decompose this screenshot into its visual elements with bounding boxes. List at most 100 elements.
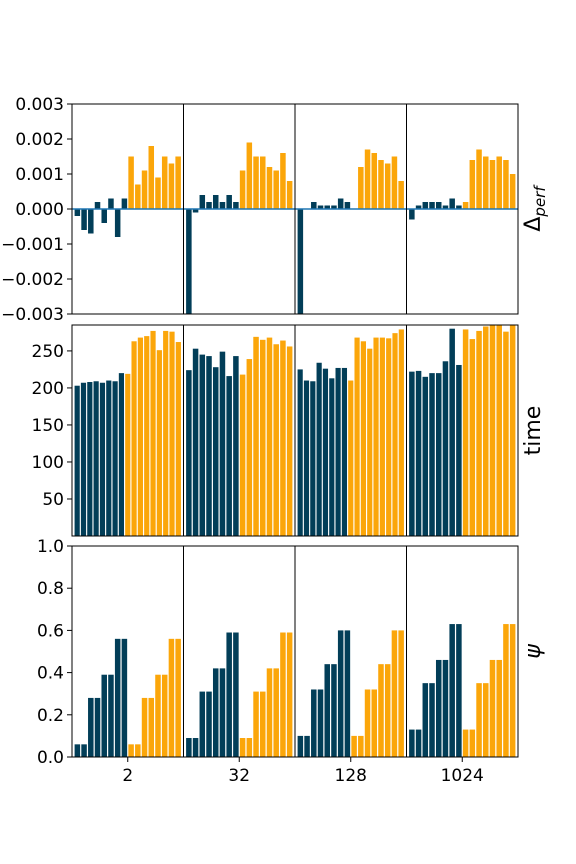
x-group-label: 32 <box>228 766 250 786</box>
bar-dark-g1-2 <box>199 195 206 209</box>
bar-dark-g1-1 <box>192 738 199 757</box>
bar-orange-g3-15 <box>509 624 516 757</box>
x-group-labels: 2 32 128 1024 <box>122 757 484 786</box>
bar-orange-g2-11 <box>371 153 378 209</box>
bar-dark-g3-7 <box>456 364 462 536</box>
bar-orange-g3-8 <box>462 729 469 757</box>
axes-frame <box>71 545 519 758</box>
y-tick-label: 200 <box>32 379 64 399</box>
y-tick-label: 0.003 <box>15 95 64 115</box>
bar-orange-g2-14 <box>391 630 398 757</box>
y-tick-label: 0.002 <box>15 130 64 150</box>
bar-orange-g1-13 <box>273 170 279 209</box>
y-tick-label: 0.8 <box>37 579 64 599</box>
y-tick-label: 0.001 <box>15 165 64 185</box>
bar-dark-g2-2 <box>310 381 316 536</box>
bar-dark-g1-3 <box>206 202 212 209</box>
bar-dark-g3-4 <box>435 202 442 209</box>
bar-dark-g3-6 <box>449 198 455 209</box>
bar-orange-g2-15 <box>392 333 398 536</box>
bar-orange-g3-9 <box>469 729 476 757</box>
bar-orange-g2-13 <box>384 163 391 209</box>
bar-orange-g2-13 <box>379 337 385 536</box>
bar-dark-g3-5 <box>442 205 449 209</box>
bar-orange-g0-13 <box>161 674 168 757</box>
bar-dark-g3-0 <box>409 209 415 220</box>
bar-dark-g0-0 <box>74 744 81 757</box>
bar-dark-g3-3 <box>429 373 435 536</box>
bar-dark-g0-6 <box>114 638 121 757</box>
bar-orange-g0-15 <box>175 638 181 757</box>
bar-dark-g1-0 <box>186 738 192 757</box>
bar-dark-g2-4 <box>322 368 329 536</box>
bar-orange-g3-12 <box>489 160 496 209</box>
bar-dark-g2-6 <box>337 630 344 757</box>
bar-dark-g1-6 <box>226 195 232 209</box>
bar-orange-g0-8 <box>125 373 131 536</box>
bar-orange-g0-15 <box>169 331 175 536</box>
bar-dark-g3-5 <box>442 659 449 757</box>
bar-dark-g3-7 <box>456 205 462 209</box>
bar-dark-g3-5 <box>442 361 449 536</box>
bar-dark-g3-1 <box>415 729 422 757</box>
bar-orange-g1-11 <box>260 339 266 536</box>
bar-orange-g1-10 <box>253 336 259 536</box>
bar-dark-g3-4 <box>435 659 442 757</box>
bar-orange-g1-10 <box>253 156 259 209</box>
bar-dark-g3-6 <box>449 624 455 757</box>
bar-orange-g2-14 <box>391 156 398 209</box>
bar-dark-g1-4 <box>212 668 219 757</box>
bar-dark-g0-5 <box>108 674 114 757</box>
bar-dark-g0-1 <box>81 209 87 230</box>
bar-orange-g3-8 <box>462 202 469 209</box>
x-group-label: 2 <box>122 766 133 786</box>
y-tick-label: 0.0 <box>37 748 64 768</box>
bar-orange-g2-11 <box>367 348 373 536</box>
bar-dark-g0-3 <box>94 202 101 209</box>
y-tick-label: 150 <box>32 416 64 436</box>
bar-orange-g0-12 <box>150 330 156 536</box>
ylabel-delta-perf: Δperf <box>521 184 549 232</box>
bar-dark-g1-0 <box>186 209 192 314</box>
bar-dark-g0-4 <box>99 382 106 536</box>
bar-dark-g2-5 <box>331 664 337 757</box>
bar-orange-g3-14 <box>503 160 509 209</box>
bar-orange-g1-15 <box>286 181 293 209</box>
bar-orange-g0-8 <box>128 156 134 209</box>
bar-orange-g0-12 <box>155 177 161 209</box>
bar-orange-g0-11 <box>144 336 150 536</box>
bar-dark-g1-2 <box>199 354 206 536</box>
y-tick-label: −0.003 <box>1 305 64 325</box>
bar-orange-g1-8 <box>239 738 246 757</box>
bar-dark-g1-5 <box>219 668 226 757</box>
bar-orange-g2-9 <box>358 735 364 757</box>
bar-dark-g2-2 <box>311 689 317 757</box>
bar-dark-g2-6 <box>335 367 341 536</box>
bar-orange-g3-8 <box>462 329 469 536</box>
bar-orange-g3-14 <box>503 624 509 757</box>
bar-dark-g1-0 <box>186 370 192 536</box>
bar-orange-g0-14 <box>168 163 175 209</box>
bar-dark-g3-4 <box>435 373 442 536</box>
bar-dark-g1-6 <box>226 632 232 757</box>
bar-dark-g1-5 <box>219 202 226 209</box>
bar-orange-g2-9 <box>358 167 364 209</box>
bar-orange-g0-9 <box>135 744 141 757</box>
bar-dark-g0-2 <box>88 697 94 757</box>
bar-orange-g2-11 <box>371 689 378 757</box>
y-tick-label: 0.4 <box>37 664 64 684</box>
bar-orange-g1-14 <box>280 340 286 536</box>
y-tick-label: 50 <box>42 490 64 510</box>
bar-orange-g1-14 <box>280 632 286 757</box>
bar-dark-g2-4 <box>324 664 330 757</box>
bar-dark-g0-4 <box>101 209 107 223</box>
bar-dark-g3-3 <box>429 202 435 209</box>
bar-dark-g0-7 <box>121 638 128 757</box>
bar-dark-g0-7 <box>118 373 125 536</box>
bar-dark-g2-7 <box>344 630 351 757</box>
bar-dark-g1-1 <box>192 348 199 536</box>
bar-dark-g3-6 <box>449 328 455 536</box>
y-tick-label: 250 <box>32 342 64 362</box>
bar-orange-g0-9 <box>131 341 137 536</box>
